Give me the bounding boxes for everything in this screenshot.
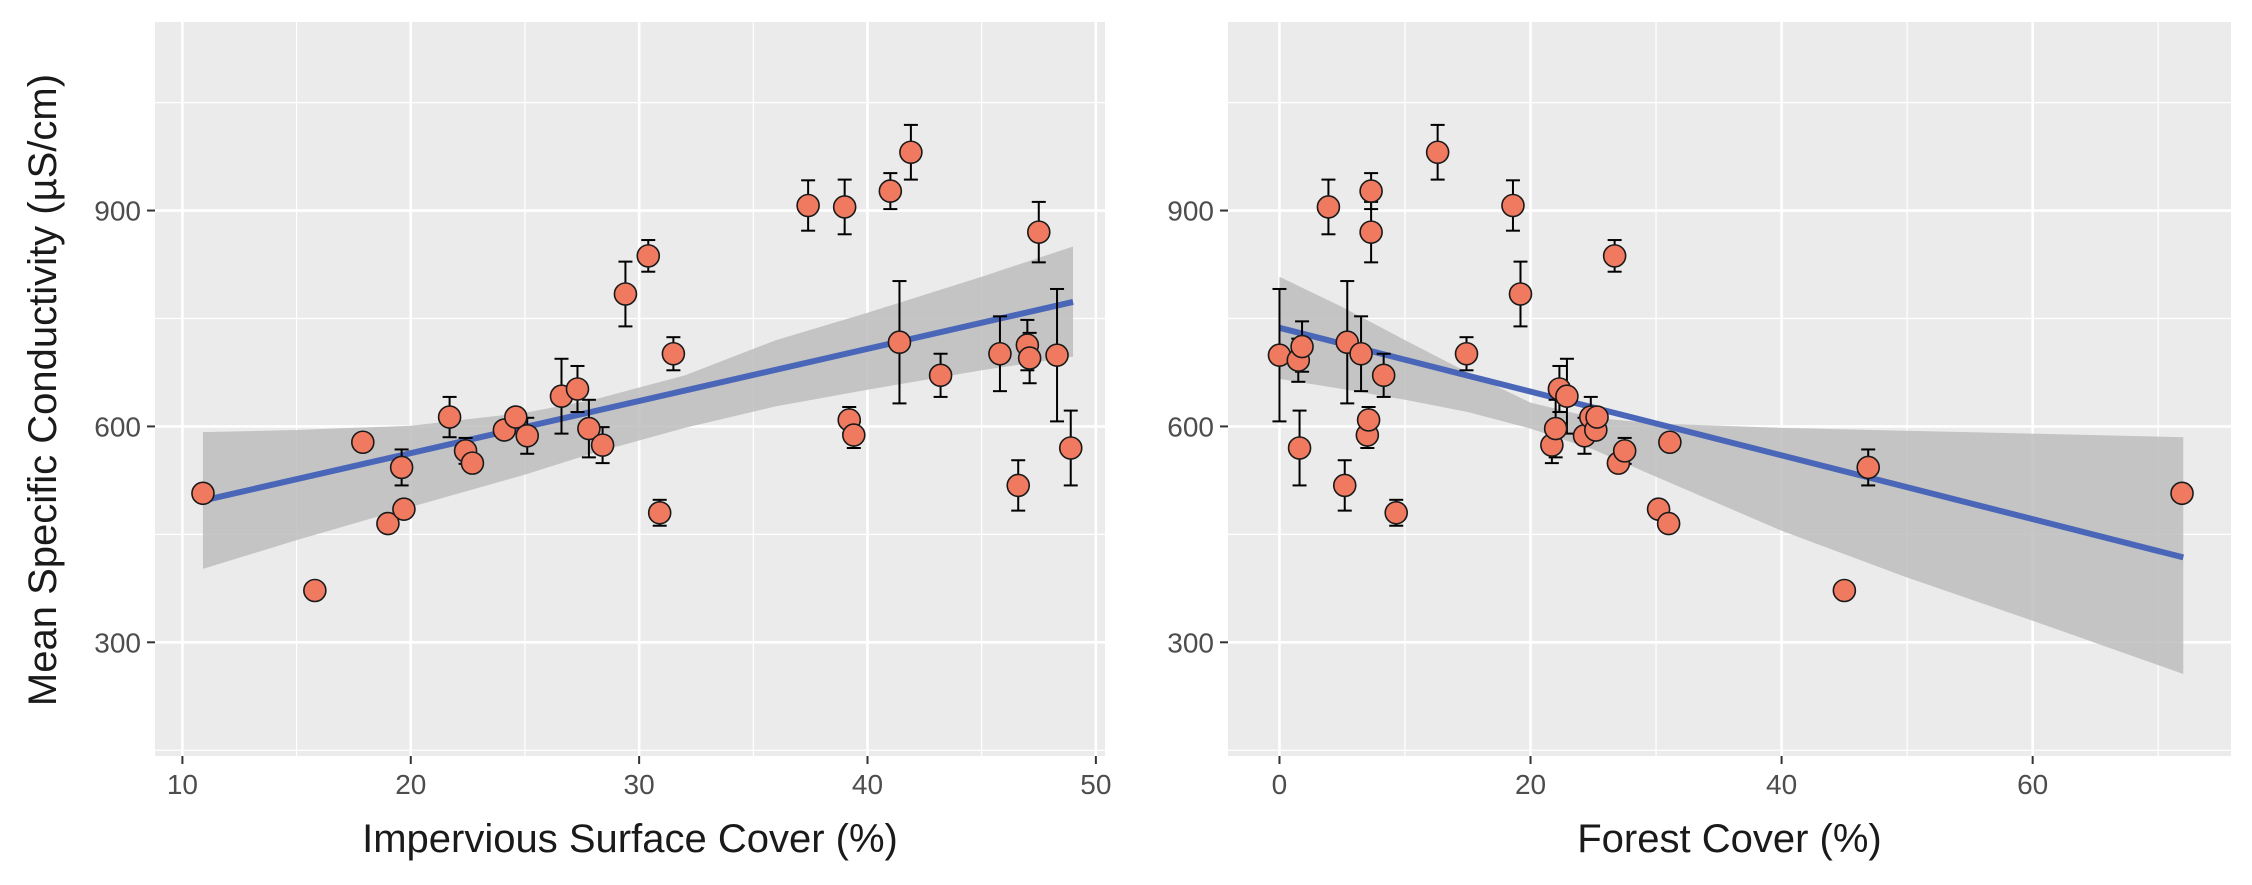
data-point xyxy=(928,363,953,388)
data-point xyxy=(1656,511,1681,536)
data-point xyxy=(1006,473,1031,498)
left-panel: 10 20 30 40 50 300 600 900 Impervious Surface Co… xyxy=(94,22,1111,861)
data-point xyxy=(351,430,375,455)
y-tick-label: 300 xyxy=(94,627,141,658)
x-tick-label: 40 xyxy=(1766,769,1797,800)
data-point xyxy=(1371,363,1396,388)
data-point xyxy=(636,244,661,268)
confidence-ribbon xyxy=(202,246,1074,569)
x-tick-label: 20 xyxy=(1515,769,1546,800)
data-point xyxy=(191,481,215,506)
data-point xyxy=(1856,455,1881,480)
y-tick-label: 600 xyxy=(94,411,141,442)
data-point xyxy=(504,405,528,429)
data-point xyxy=(1658,430,1682,455)
data-point xyxy=(1832,578,1857,603)
data-point xyxy=(613,282,638,306)
x-tick-label: 50 xyxy=(1080,769,1111,800)
data-point xyxy=(1349,341,1373,366)
data-point xyxy=(1287,436,1312,460)
data-point xyxy=(1585,405,1609,429)
data-point xyxy=(2170,481,2194,506)
y-tick-label: 900 xyxy=(1167,196,1214,227)
data-point xyxy=(796,193,820,218)
data-point xyxy=(1332,473,1357,498)
y-tick-label: 600 xyxy=(1167,411,1214,442)
data-point xyxy=(1290,334,1314,359)
data-point xyxy=(841,423,866,447)
data-point xyxy=(887,330,912,355)
data-point xyxy=(515,423,540,448)
data-point xyxy=(1454,341,1479,366)
trend-line xyxy=(1278,324,2185,561)
data-point xyxy=(1543,416,1568,441)
y-axis-title: Mean Specific Conductivity (µS/cm) xyxy=(21,74,65,706)
x-tick-label: 30 xyxy=(624,769,655,800)
data-point xyxy=(878,179,903,203)
right-panel: 0 20 40 60 300 600 900 Forest Cover (%) xyxy=(1167,22,2231,861)
data-point xyxy=(590,433,615,457)
data-point xyxy=(1612,439,1637,463)
x-axis-title: Forest Cover (%) xyxy=(1577,817,1882,861)
x-axis-title: Impervious Surface Cover (%) xyxy=(362,817,898,861)
data-point xyxy=(577,416,601,441)
data-point xyxy=(899,140,923,165)
data-point xyxy=(389,455,414,480)
data-point xyxy=(303,578,327,603)
data-point xyxy=(1026,220,1051,244)
data-point xyxy=(1384,500,1409,525)
data-point xyxy=(437,405,462,429)
confidence-ribbon xyxy=(1279,276,2184,674)
data-point xyxy=(1602,244,1627,268)
data-point xyxy=(647,500,672,525)
data-point xyxy=(460,451,485,475)
data-point xyxy=(376,511,400,536)
data-point xyxy=(1425,140,1450,165)
panel-background xyxy=(155,22,1105,756)
data-point xyxy=(392,497,416,521)
x-tick-label: 20 xyxy=(395,769,426,800)
data-point xyxy=(1045,343,1069,367)
x-tick-label: 10 xyxy=(167,769,198,800)
data-point xyxy=(1316,195,1341,219)
data-point xyxy=(1508,282,1533,306)
trend-line xyxy=(202,299,1074,504)
data-point xyxy=(832,195,857,219)
data-point xyxy=(565,377,590,401)
data-point xyxy=(1501,193,1525,218)
data-point xyxy=(988,341,1012,366)
data-point xyxy=(1356,408,1381,432)
y-tick-label: 900 xyxy=(94,196,141,227)
data-point xyxy=(661,341,686,366)
data-point xyxy=(1555,384,1579,408)
data-point xyxy=(1359,220,1383,244)
data-point xyxy=(1058,436,1083,460)
x-tick-label: 0 xyxy=(1272,769,1288,800)
data-point xyxy=(1359,179,1383,203)
x-tick-label: 40 xyxy=(852,769,883,800)
y-tick-label: 300 xyxy=(1167,627,1214,658)
data-point xyxy=(1017,346,1042,370)
x-tick-label: 60 xyxy=(2017,769,2048,800)
